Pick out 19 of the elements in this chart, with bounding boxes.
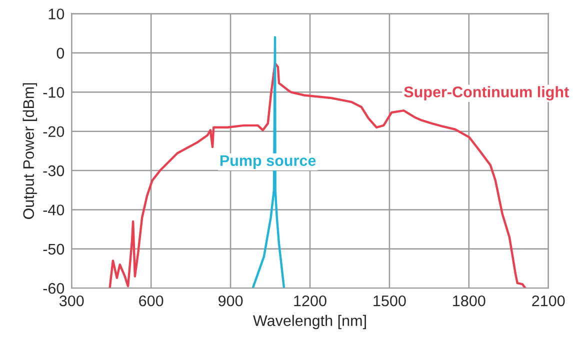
x-axis-title: Wavelength [nm] — [253, 314, 366, 330]
y-tick-label: 0 — [56, 48, 64, 59]
series-label: Super-Continuum light — [404, 86, 569, 100]
y-tick-label: -10 — [43, 86, 64, 98]
x-tick-label: 1500 — [374, 295, 406, 306]
y-tick-label: -40 — [43, 204, 64, 216]
series-label: Pump source — [220, 155, 316, 170]
y-tick-label: -50 — [43, 244, 64, 255]
x-tick-label: 600 — [139, 295, 164, 306]
x-tick-label: 900 — [218, 295, 243, 306]
x-tick-label: 300 — [59, 295, 84, 306]
y-tick-label: 10 — [48, 8, 64, 20]
y-axis-title: Output Power [dBm] — [22, 83, 38, 219]
x-tick-label: 1200 — [294, 295, 326, 306]
x-tick-label: 2100 — [532, 295, 565, 306]
x-tick-label: 1800 — [453, 295, 486, 306]
y-tick-label: -60 — [43, 282, 64, 294]
y-tick-label: -20 — [43, 126, 64, 138]
y-tick-label: -30 — [43, 165, 64, 176]
